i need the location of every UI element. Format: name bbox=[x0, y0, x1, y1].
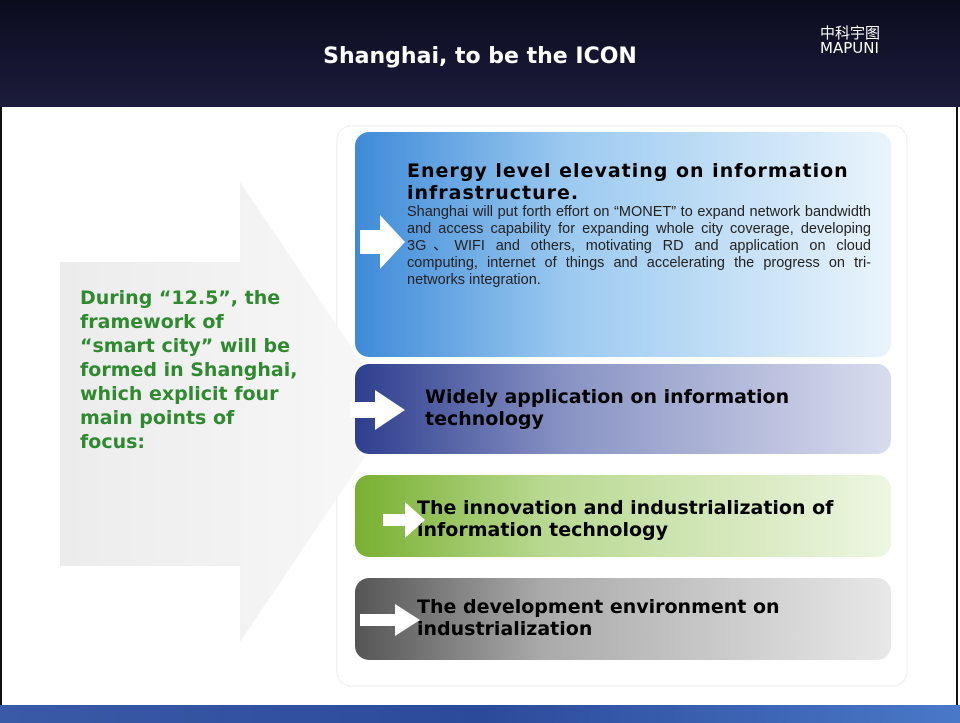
box-body: Shanghai will put forth effort on “MONET… bbox=[407, 204, 871, 288]
box-4: The development environment on industria… bbox=[355, 578, 891, 660]
arrow bbox=[360, 215, 405, 269]
arrow bbox=[350, 390, 405, 430]
logo: 中科宇图 MAPUNI bbox=[820, 26, 880, 56]
box-3: The innovation and industrialization of … bbox=[355, 475, 891, 557]
title: Shanghai, to be the ICON bbox=[323, 44, 637, 69]
box-heading: Energy level elevating on information in… bbox=[407, 160, 849, 204]
footer bbox=[0, 705, 960, 723]
big-arrow bbox=[60, 182, 395, 642]
box-heading: The innovation and industrialization of … bbox=[417, 497, 834, 541]
box-heading: Widely application on information techno… bbox=[425, 386, 790, 430]
header bbox=[0, 0, 960, 107]
box-heading: The development environment on industria… bbox=[417, 596, 780, 640]
arrow bbox=[383, 502, 425, 538]
logo-cn: 中科宇图 bbox=[820, 24, 881, 42]
logo-en: MAPUNI bbox=[820, 39, 879, 57]
frame bbox=[0, 107, 958, 707]
left-text: During “12.5”, the framework of “smart c… bbox=[80, 287, 298, 453]
box-2: Widely application on information techno… bbox=[355, 364, 891, 454]
box-1: Energy level elevating on information in… bbox=[355, 132, 891, 357]
arrow bbox=[360, 604, 420, 636]
